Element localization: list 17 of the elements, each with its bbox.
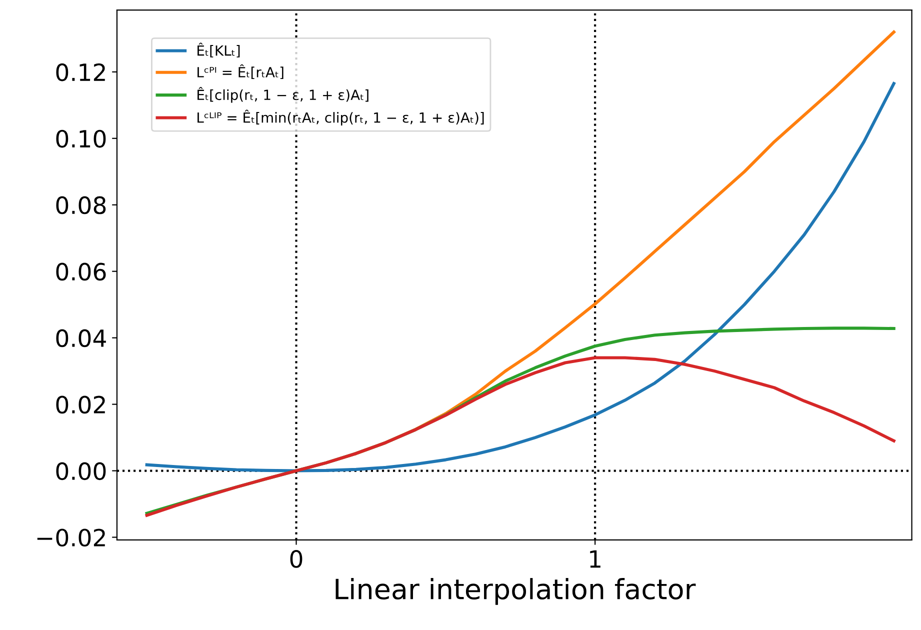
y-tick-label: 0.10 <box>56 130 106 148</box>
y-tick-label: 0.02 <box>56 396 105 414</box>
y-tick-label: 0.00 <box>56 462 106 480</box>
y-tick-label: 0.08 <box>56 196 106 214</box>
y-tick-label: 0.12 <box>56 63 105 82</box>
y-tick-label: 0.04 <box>56 329 106 348</box>
legend-label: Êₜ[clip(rₜ, 1 − ε, 1 + ε)Aₜ] <box>198 87 368 103</box>
legend-label: Lᶜᴸᴵᴾ = Êₜ[min(rₜAₜ, clip(rₜ, 1 − ε, 1 + ε)Aₜ)] <box>198 110 484 126</box>
y-tick-label: 0.06 <box>56 262 106 281</box>
x-axis-title: Linear interpolation factor <box>336 578 696 605</box>
line-series <box>145 356 896 517</box>
line-series <box>145 82 896 472</box>
legend-label: Lᶜᴾᴵ = Êₜ[rₜAₜ] <box>198 64 284 80</box>
x-tick-label: 0 <box>290 550 302 568</box>
legend-label: Êₜ[KLₜ] <box>198 42 240 58</box>
y-tick-label: −0.02 <box>37 528 105 547</box>
x-tick-label: 1 <box>590 550 600 568</box>
